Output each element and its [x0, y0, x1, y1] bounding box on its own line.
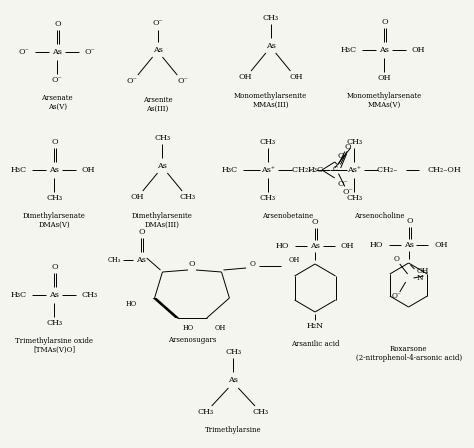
Text: CH₃: CH₃: [260, 138, 276, 146]
Text: Dimethylarsenate
DMAs(V): Dimethylarsenate DMAs(V): [23, 212, 86, 229]
Text: CH₃: CH₃: [108, 256, 121, 264]
Text: –CH₂–: –CH₂–: [289, 166, 313, 174]
Text: CH₃: CH₃: [260, 194, 276, 202]
Text: As: As: [157, 162, 167, 170]
Text: Arsenosugars: Arsenosugars: [168, 336, 216, 344]
Text: As: As: [49, 291, 59, 299]
Text: Trimethylarsine: Trimethylarsine: [205, 426, 262, 434]
Text: O: O: [52, 138, 58, 146]
Text: As: As: [266, 42, 276, 50]
Text: H₃C: H₃C: [221, 166, 237, 174]
Text: O⁻: O⁻: [392, 292, 401, 300]
Text: H₂N: H₂N: [307, 322, 324, 330]
Text: O: O: [406, 217, 413, 225]
Text: OH: OH: [130, 193, 144, 201]
Text: –CH₂–: –CH₂–: [374, 166, 398, 174]
Text: O: O: [337, 152, 344, 160]
Text: Dimethylarsenite
DMAs(III): Dimethylarsenite DMAs(III): [132, 212, 193, 229]
Text: O⁻: O⁻: [85, 48, 96, 56]
Text: H₃C: H₃C: [10, 291, 27, 299]
Text: HO: HO: [276, 242, 290, 250]
Text: As: As: [52, 48, 62, 56]
Text: CH₃: CH₃: [253, 408, 269, 416]
Text: CH₃: CH₃: [46, 194, 62, 202]
Text: CH₃: CH₃: [225, 348, 241, 356]
Text: OH: OH: [82, 166, 95, 174]
Text: OH: OH: [341, 242, 354, 250]
Text: CH₃: CH₃: [346, 194, 363, 202]
Text: As⁺: As⁺: [347, 166, 362, 174]
Text: O: O: [250, 260, 256, 268]
Text: O: O: [382, 18, 388, 26]
Text: OH: OH: [411, 46, 425, 54]
Text: As: As: [228, 376, 238, 384]
Text: Arsenobetaine: Arsenobetaine: [262, 212, 313, 220]
Text: OH: OH: [417, 267, 429, 275]
Text: As: As: [310, 242, 320, 250]
Polygon shape: [153, 298, 179, 318]
Text: CH₃: CH₃: [198, 408, 214, 416]
Text: Arsenate
As(V): Arsenate As(V): [41, 94, 73, 111]
Text: CH₃: CH₃: [46, 319, 62, 327]
Text: O: O: [52, 263, 58, 271]
Text: O⁻: O⁻: [337, 180, 348, 188]
Text: Arsenocholine: Arsenocholine: [354, 212, 404, 220]
Text: O⁻: O⁻: [127, 77, 137, 85]
Text: Monomethylarsenite
MMAs(III): Monomethylarsenite MMAs(III): [234, 92, 307, 109]
Text: CH₃: CH₃: [180, 193, 196, 201]
Text: HO: HO: [182, 324, 193, 332]
Text: O⁻: O⁻: [342, 188, 353, 196]
Text: O: O: [344, 143, 351, 151]
Text: As⁺: As⁺: [261, 166, 275, 174]
Text: CH₃: CH₃: [82, 291, 98, 299]
Text: OH: OH: [290, 73, 303, 81]
Text: OH: OH: [377, 74, 391, 82]
Text: As: As: [49, 166, 59, 174]
Text: Roxarsone
(2-nitrophenol-4-arsonic acid): Roxarsone (2-nitrophenol-4-arsonic acid): [356, 345, 462, 362]
Text: O: O: [312, 218, 319, 226]
Text: OH: OH: [215, 324, 226, 332]
Text: CH₂–OH: CH₂–OH: [427, 166, 461, 174]
Text: O⁻: O⁻: [178, 77, 189, 85]
Text: CH₃: CH₃: [346, 138, 363, 146]
Text: O⁻: O⁻: [18, 48, 29, 56]
Text: H₃C: H₃C: [10, 166, 27, 174]
Text: O: O: [55, 20, 62, 28]
Text: As: As: [404, 241, 413, 249]
Text: HO: HO: [126, 300, 137, 308]
Text: CH₃: CH₃: [155, 134, 171, 142]
Text: As: As: [379, 46, 389, 54]
Text: Arsenite
As(III): Arsenite As(III): [143, 96, 173, 113]
Text: O⁻: O⁻: [152, 19, 163, 27]
Text: HO: HO: [369, 241, 383, 249]
Text: H₃C: H₃C: [308, 166, 324, 174]
Text: O: O: [189, 260, 195, 268]
Text: As: As: [136, 256, 146, 264]
Text: C: C: [332, 165, 337, 173]
Text: O: O: [138, 228, 145, 236]
Text: CH₃: CH₃: [263, 14, 279, 22]
Text: O: O: [394, 255, 400, 263]
Text: OH: OH: [238, 73, 252, 81]
Text: N: N: [416, 274, 423, 282]
Text: Trimethylarsine oxide
[TMAs(V)O]: Trimethylarsine oxide [TMAs(V)O]: [15, 337, 93, 354]
Text: O⁻: O⁻: [52, 76, 63, 84]
Text: H₃C: H₃C: [340, 46, 356, 54]
Text: OH: OH: [434, 241, 447, 249]
Text: As: As: [153, 46, 163, 54]
Text: Monomethylarsenate
MMAs(V): Monomethylarsenate MMAs(V): [346, 92, 421, 109]
Text: OH: OH: [289, 256, 300, 264]
Text: Arsanilic acid: Arsanilic acid: [291, 340, 339, 348]
